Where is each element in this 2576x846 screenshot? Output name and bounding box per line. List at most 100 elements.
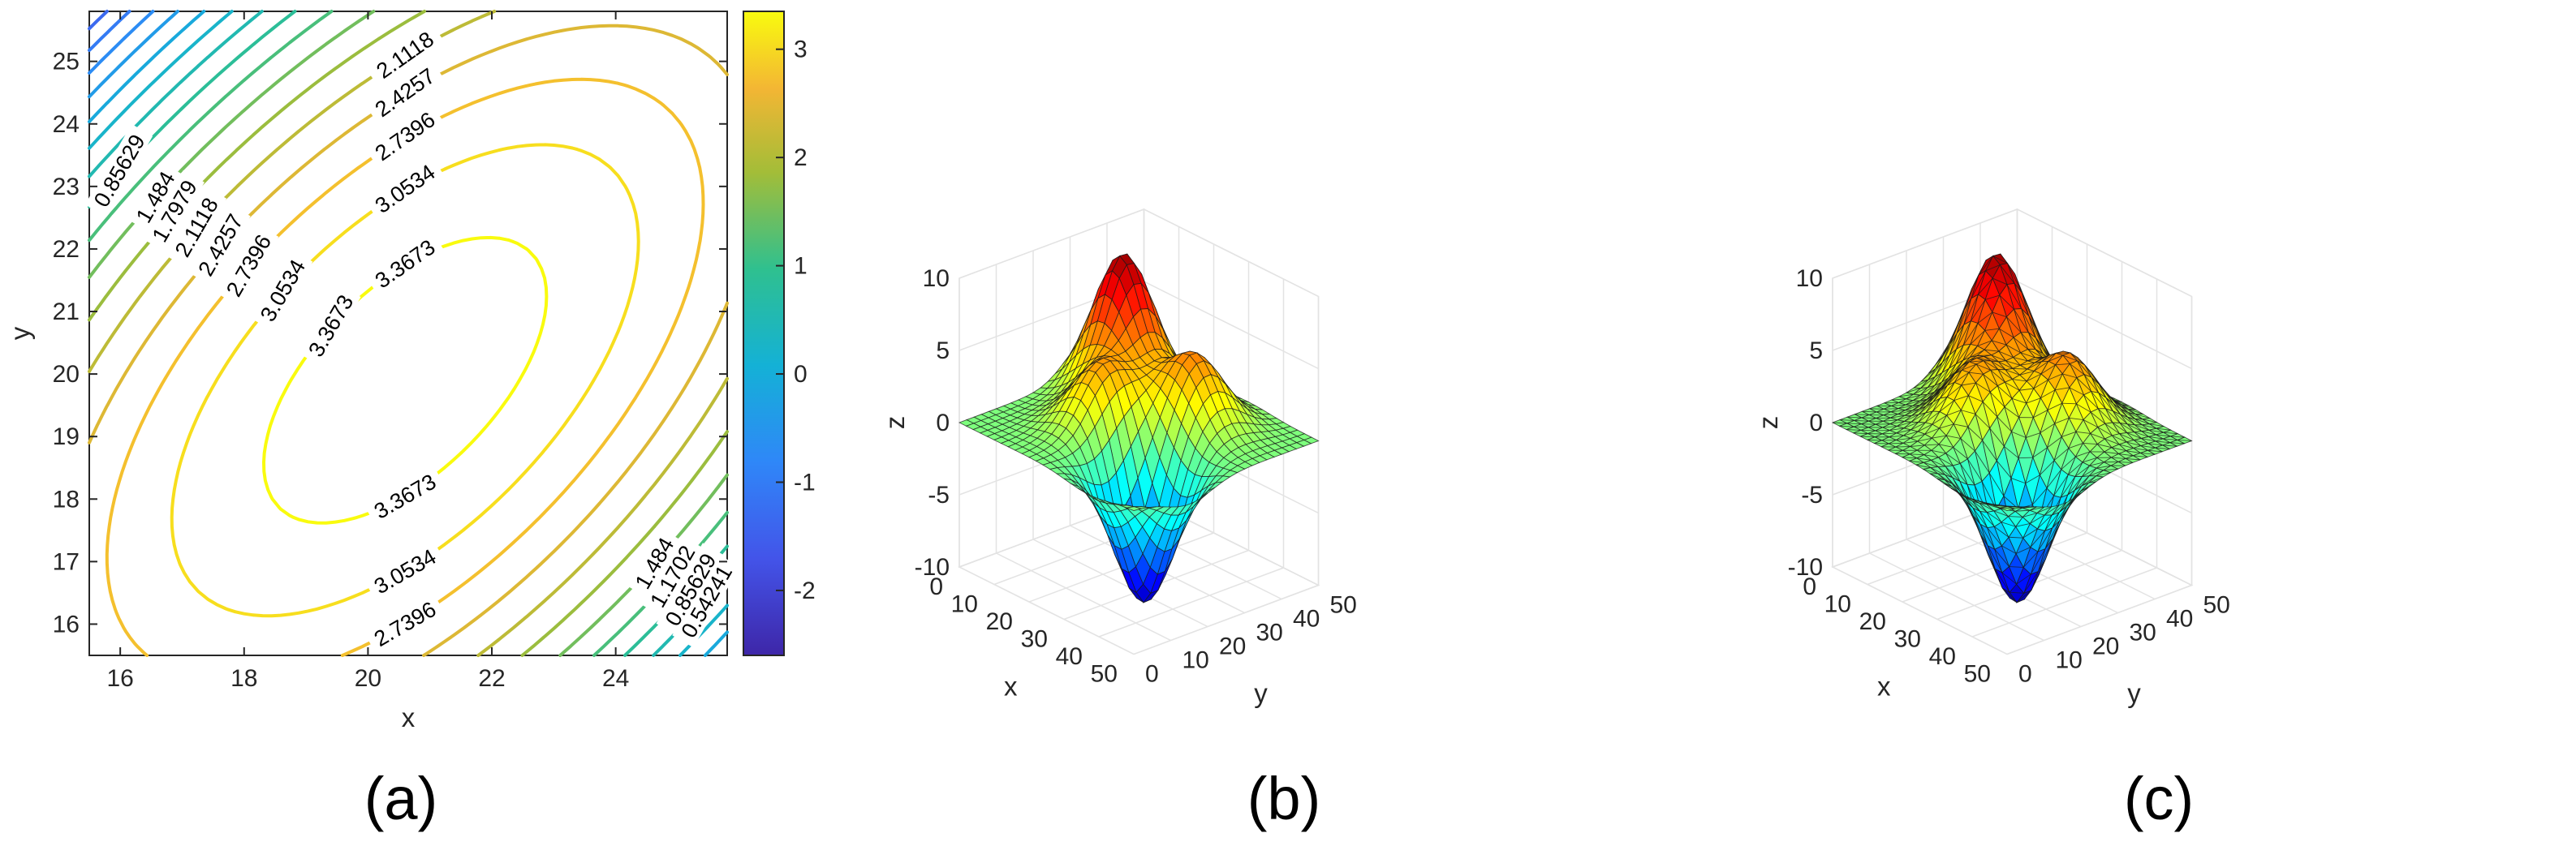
surface-diagonal [2061, 402, 2077, 405]
surface-diagonal [2084, 364, 2100, 385]
surface-diagonal [2075, 451, 2091, 457]
surface-diagonal [2088, 470, 2104, 477]
surface-diagonal [2156, 427, 2171, 431]
surface-diagonal [2041, 352, 2057, 363]
surface-diagonal [2053, 448, 2070, 461]
contour-label-bg [364, 102, 445, 169]
contour-label-bg [656, 543, 724, 636]
surface-diagonal [2012, 379, 2027, 382]
surface-diagonal [1982, 440, 1997, 462]
surface-diagonal [1862, 410, 1877, 413]
surface-diagonal [1910, 444, 1925, 447]
surface-diagonal [2000, 507, 2015, 509]
surface-diagonal [1939, 423, 1954, 429]
surface-diagonal [2113, 400, 2129, 413]
surface-diagonal [2126, 432, 2142, 439]
surface-diagonal [1987, 545, 2003, 573]
surface-diagonal [2120, 414, 2135, 426]
surface-ztick-label: 5 [1809, 337, 1823, 364]
surface-diagonal [2055, 363, 2070, 366]
surface-diagonal [1979, 511, 1995, 527]
surface-ytick-label: 20 [1219, 633, 1246, 660]
surface-diagonal [2037, 539, 2053, 572]
surface-xtick-label: 0 [929, 573, 943, 600]
contour-label-bg [143, 170, 205, 251]
surface-diagonal [1934, 377, 1949, 393]
surface-diagonal [1949, 345, 1964, 369]
surface-diagonal [2033, 410, 2048, 419]
surface-diagonal [2127, 417, 2143, 426]
surface-diagonal [2030, 548, 2046, 575]
surface-diagonal [1883, 414, 1898, 416]
surface-diagonal [2091, 376, 2107, 398]
surface-diagonal [1927, 372, 1943, 389]
surface-diagonal [1954, 371, 1970, 383]
surface-diagonal [1985, 264, 2001, 272]
surface-diagonal [2047, 402, 2062, 410]
colorbar-tick-label: -1 [794, 469, 816, 496]
surface-diagonal [1898, 393, 1914, 397]
surface-diagonal [2020, 362, 2035, 366]
surface-diagonal [1917, 437, 1932, 442]
surface-diagonal [2040, 423, 2055, 434]
surface-diagonal [2019, 371, 2035, 376]
surface-diagonal [1994, 568, 2010, 593]
contour-panel: 0.542410.856290.856291.17021.4841.4841.7… [5, 10, 816, 832]
surface-diagonal [2104, 438, 2120, 445]
surface-diagonal [2027, 361, 2042, 370]
surface-diagonal [2022, 551, 2039, 568]
surface-diagonal [1975, 382, 1991, 393]
surface-diagonal [2006, 284, 2022, 309]
grid-line [1144, 281, 1319, 370]
surface-diagonal [1910, 433, 1925, 439]
surface-xtick-label: 20 [986, 608, 1013, 635]
surface-diagonal [2047, 436, 2062, 449]
surface-diagonal [1938, 457, 1954, 466]
surface-diagonal [1954, 395, 1969, 402]
surface-diagonal [1919, 397, 1934, 410]
surface-diagonal [2104, 451, 2119, 454]
surface-diagonal [2059, 499, 2074, 521]
surface-diagonal [2022, 513, 2038, 517]
surface-diagonal [2025, 475, 2040, 484]
surface-axes: 0 10 20 30 40 50 0 10 20 30 40 50 -10 -5 0 5 10 x y z [880, 265, 1357, 708]
surface-diagonal [1932, 414, 1947, 425]
surface-diagonal [1971, 270, 1986, 298]
surface-diagonal [2062, 354, 2078, 362]
grid-line [1906, 539, 2082, 628]
surface-xtick-label: 40 [1056, 643, 1083, 670]
surface-ytick-label: 50 [2203, 592, 2230, 619]
surface-diagonal [1976, 357, 1992, 362]
surface-diagonal [1895, 446, 1910, 448]
surface-diagonal [2083, 419, 2098, 428]
surface-diagonal [1902, 457, 1917, 459]
surface-diagonal [1904, 409, 1919, 416]
surface-diagonal [2035, 329, 2051, 359]
surface-diagonal [2005, 344, 2021, 354]
surface-diagonal [1919, 391, 1935, 402]
surface-diagonal [1990, 360, 2006, 371]
surface-diagonal [2121, 406, 2136, 415]
surface-diagonal [2127, 412, 2143, 420]
surface-panel-c: 0 10 20 30 40 50 0 10 20 30 40 50 -10 -5 0 5 10 x y z (c) [1753, 208, 2230, 832]
grid-line [1869, 552, 2044, 642]
surface-diagonal [2005, 381, 2020, 391]
surface-diagonal [1992, 505, 2008, 508]
surface-diagonal [1854, 420, 1869, 422]
surface-diagonal [1910, 422, 1926, 431]
surface-diagonal [1917, 423, 1933, 432]
surface-diagonal [1999, 328, 2014, 338]
surface-diagonal [1903, 422, 1919, 429]
surface-diagonal [1961, 382, 1976, 386]
surface-diagonal [2036, 506, 2052, 513]
surface-diagonal [1918, 410, 1933, 423]
surface-diagonal [1905, 400, 1920, 406]
surface-ztick-label: 0 [936, 410, 950, 436]
surface-diagonal [2119, 433, 2134, 441]
panel-a-caption: (a) [364, 765, 437, 832]
surface-diagonal [2030, 530, 2045, 548]
surface-diagonal [1949, 324, 1965, 356]
colorbar-tick-label: 0 [794, 361, 808, 388]
surface-diagonal [2034, 354, 2049, 363]
surface-diagonal [1897, 415, 1912, 421]
